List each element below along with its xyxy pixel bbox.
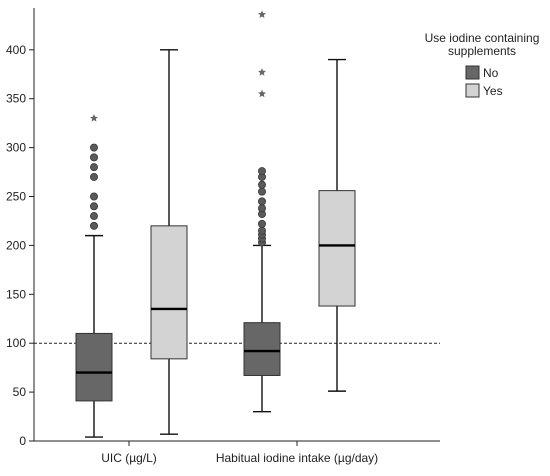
- outlier-point: [90, 172, 99, 181]
- y-tick-label: 350: [6, 92, 26, 106]
- outlier-point: [257, 180, 266, 189]
- y-tick-label: 0: [19, 434, 26, 448]
- outlier-point: [90, 163, 99, 172]
- y-tick-label: 250: [6, 190, 26, 204]
- outlier-point: [257, 197, 266, 206]
- box: [318, 190, 356, 307]
- extreme-point: [258, 89, 266, 98]
- outlier-point: [257, 226, 266, 235]
- outlier-point: [90, 143, 99, 152]
- box-group-yes: [318, 58, 356, 392]
- y-tick-label: 300: [6, 141, 26, 155]
- y-tick-label: 50: [13, 385, 27, 399]
- outlier-point: [90, 153, 99, 162]
- box-group-no: [243, 167, 281, 413]
- y-tick-label: 400: [6, 43, 26, 57]
- box-group-yes: [150, 49, 188, 435]
- legend-swatch: [465, 65, 480, 80]
- outlier-point: [257, 204, 266, 213]
- outlier-point: [90, 212, 99, 221]
- extreme-point: [258, 68, 266, 76]
- legend-label: No: [483, 66, 499, 80]
- box: [243, 322, 281, 376]
- extreme-point: [258, 10, 266, 18]
- box: [75, 332, 113, 402]
- legend-title: Use iodine containing: [425, 31, 540, 45]
- extreme-point: [90, 114, 98, 122]
- legend-title: supplements: [448, 44, 516, 58]
- y-tick-label: 200: [6, 238, 26, 252]
- outlier-point: [257, 187, 266, 196]
- legend-swatch: [465, 83, 480, 98]
- outlier-point: [90, 221, 99, 230]
- x-tick-label: Habitual iodine intake (µg/day): [216, 451, 378, 465]
- y-tick-label: 100: [6, 336, 26, 350]
- box-group-no: [75, 143, 113, 438]
- box: [150, 225, 188, 360]
- legend-label: Yes: [483, 84, 503, 98]
- x-tick-label: UIC (µg/L): [101, 451, 157, 465]
- outlier-point: [90, 192, 99, 201]
- outlier-point: [257, 219, 266, 228]
- outlier-point: [257, 167, 266, 176]
- outlier-point: [90, 202, 99, 211]
- y-tick-label: 150: [6, 287, 26, 301]
